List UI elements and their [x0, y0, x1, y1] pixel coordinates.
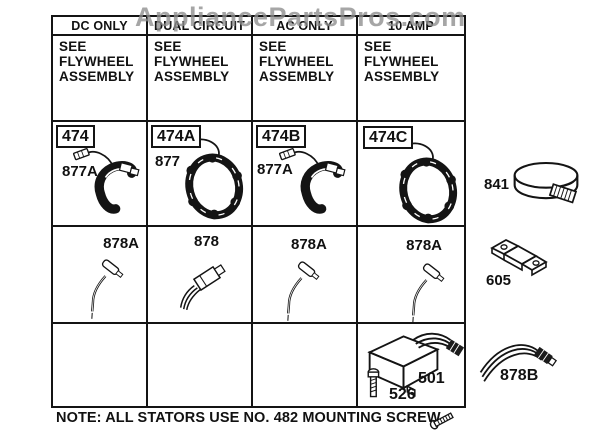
wire-lead-drawing	[412, 263, 445, 323]
wire-label: 878A	[291, 236, 327, 253]
stator-cell-474b: 474B 877A	[253, 122, 358, 227]
flywheel-note-dc: SEE FLYWHEEL ASSEMBLY	[53, 36, 148, 122]
wire-label: 878A	[103, 235, 139, 252]
bracket-label: 605	[486, 272, 512, 289]
regulator-label-501: 501	[418, 370, 445, 387]
parts-table: DC ONLY DUAL CIRCUIT AC ONLY 10 AMP SEE …	[51, 15, 466, 408]
empty-cell-dc	[53, 324, 148, 406]
column-header-10-amp: 10 AMP	[358, 17, 464, 36]
wire-cell-878-dual: 878	[148, 227, 253, 324]
wire-cell-878a-dc: 878A	[53, 227, 148, 324]
wire-label: 878A	[406, 237, 442, 254]
wire-lead-drawing	[91, 259, 124, 319]
flywheel-note-dual: SEE FLYWHEEL ASSEMBLY	[148, 36, 253, 122]
stator-cell-474a: 474A 877	[148, 122, 253, 227]
part-label-877a-2: 877A	[257, 161, 293, 178]
ref-box-474: 474	[56, 125, 95, 148]
ref-box-474b: 474B	[256, 125, 307, 148]
wire-lead-drawing	[287, 261, 320, 321]
flywheel-note-10amp: SEE FLYWHEEL ASSEMBLY	[358, 36, 464, 122]
stator-arc-drawing	[278, 148, 346, 214]
empty-cell-ac	[253, 324, 358, 406]
stator-arc-drawing	[72, 148, 140, 214]
bracket-drawing	[490, 238, 548, 277]
regulator-drawing	[367, 332, 465, 398]
column-header-dc-only: DC ONLY	[53, 17, 148, 36]
clamp-label: 841	[484, 176, 510, 193]
clamp-drawing	[513, 161, 579, 204]
empty-cell-dual	[148, 324, 253, 406]
ref-box-474c: 474C	[363, 126, 414, 149]
column-header-ac-only: AC ONLY	[253, 17, 358, 36]
wire-cell-878a-10amp: 878A	[358, 227, 464, 324]
wire-label: 878	[194, 233, 220, 250]
flywheel-note-ac: SEE FLYWHEEL ASSEMBLY	[253, 36, 358, 122]
harness-drawing	[479, 344, 558, 382]
stator-cell-474: 474 877A	[53, 122, 148, 227]
ref-box-474a: 474A	[151, 125, 202, 148]
column-header-dual-circuit: DUAL CIRCUIT	[148, 17, 253, 36]
wire-plug-drawing	[179, 264, 226, 311]
regulator-cell: 501 526	[358, 324, 465, 406]
screw-label-526: 526	[389, 386, 416, 403]
note-screw-icon	[429, 412, 454, 430]
wire-cell-878a-ac: 878A	[253, 227, 358, 324]
stator-cell-474c: 474C	[358, 122, 464, 227]
part-label-877a: 877A	[62, 163, 98, 180]
mounting-screw-note: NOTE: ALL STATORS USE NO. 482 MOUNTING S…	[56, 410, 444, 426]
part-label-877: 877	[155, 153, 181, 170]
harness-label: 878B	[500, 367, 539, 384]
